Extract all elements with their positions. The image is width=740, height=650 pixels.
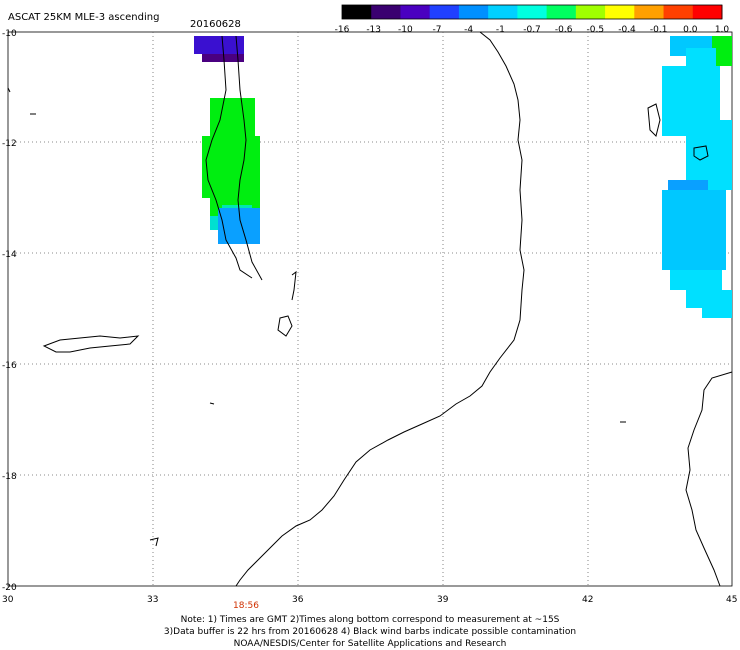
colorbar-segment bbox=[663, 5, 694, 19]
y-tick-label: -16 bbox=[2, 361, 17, 371]
colorbar-label: -16 bbox=[335, 25, 350, 35]
colorbar-segment bbox=[575, 5, 606, 19]
data-cell bbox=[210, 98, 255, 136]
colorbar-segment bbox=[605, 5, 635, 19]
colorbar-label: -0.7 bbox=[523, 25, 541, 35]
colorbar-label: -0.1 bbox=[650, 25, 668, 35]
data-cell bbox=[686, 290, 732, 308]
colorbar-label: -0.5 bbox=[587, 25, 605, 35]
river-shire bbox=[291, 270, 297, 301]
x-tick-label: 39 bbox=[437, 595, 449, 605]
colorbar-label: -13 bbox=[366, 25, 381, 35]
y-tick-label: -10 bbox=[2, 29, 17, 39]
y-tick-label: -20 bbox=[2, 583, 17, 593]
swath-east bbox=[662, 36, 732, 318]
x-axis-labels: 30 33 36 39 42 45 bbox=[2, 595, 737, 605]
lake-kariba bbox=[42, 335, 140, 353]
x-tick-label: 36 bbox=[292, 595, 304, 605]
comoros-island bbox=[647, 103, 661, 137]
madagascar-coastline bbox=[685, 371, 733, 587]
x-tick-label: 33 bbox=[147, 595, 158, 605]
data-cell bbox=[702, 306, 732, 318]
colorbar-label: -10 bbox=[398, 25, 413, 35]
map-title: ASCAT 25KM MLE-3 ascending bbox=[8, 12, 159, 23]
x-tick-label: 42 bbox=[582, 595, 593, 605]
colorbar-label: -7 bbox=[433, 25, 442, 35]
colorbar-label: 1.0 bbox=[715, 25, 730, 35]
colorbar-segment bbox=[488, 5, 518, 19]
footnote-line-2: 3)Data buffer is 22 hrs from 20160628 4)… bbox=[163, 627, 577, 637]
data-cell bbox=[202, 54, 244, 62]
y-tick-label: -14 bbox=[2, 250, 17, 260]
x-tick-label: 45 bbox=[726, 595, 737, 605]
data-cell bbox=[686, 120, 732, 190]
data-cell bbox=[202, 136, 260, 198]
data-cell bbox=[668, 180, 708, 192]
footnote-line-1: Note: 1) Times are GMT 2)Times along bot… bbox=[180, 615, 560, 625]
lake-chilwa bbox=[277, 315, 293, 337]
africa-coastline bbox=[235, 31, 525, 587]
colorbar-label: -0.4 bbox=[618, 25, 636, 35]
y-tick-label: -12 bbox=[2, 139, 17, 149]
colorbar-label: -4 bbox=[464, 25, 473, 35]
mayotte-island bbox=[693, 145, 709, 161]
colorbar-label: 0.0 bbox=[683, 25, 698, 35]
colorbar-segment bbox=[429, 5, 460, 19]
coastlines bbox=[7, 31, 733, 587]
map-date: 20160628 bbox=[190, 19, 241, 30]
data-cell bbox=[712, 36, 732, 66]
footnote-line-3: NOAA/NESDIS/Center for Satellite Applica… bbox=[233, 639, 507, 649]
map-mark bbox=[209, 402, 215, 405]
plot-frame bbox=[7, 31, 733, 587]
data-cell bbox=[670, 270, 722, 290]
colorbar-segment bbox=[342, 5, 372, 19]
colorbar-segment bbox=[634, 5, 665, 19]
data-cell bbox=[194, 36, 244, 54]
data-cell bbox=[686, 48, 716, 66]
colorbar-segment bbox=[458, 5, 489, 19]
colorbar-label: -1 bbox=[496, 25, 505, 35]
swath-west bbox=[194, 36, 260, 244]
y-axis-labels: -10 -12 -14 -16 -18 -20 bbox=[2, 29, 17, 593]
grid bbox=[8, 32, 732, 586]
y-tick-label: -18 bbox=[2, 472, 17, 482]
map-mark bbox=[149, 537, 159, 547]
lake-malawi-west-shore bbox=[205, 35, 253, 279]
colorbar: -16 -13 -10 -7 -4 -1 -0.7 -0.6 -0.5 -0.4 -0.1 0.0 1.… bbox=[335, 4, 730, 35]
x-tick-label: 30 bbox=[2, 595, 14, 605]
map-mark bbox=[7, 87, 11, 93]
colorbar-label: -0.6 bbox=[555, 25, 573, 35]
colorbar-segment bbox=[546, 5, 577, 19]
colorbar-segment bbox=[371, 5, 401, 19]
colorbar-segment bbox=[692, 5, 723, 19]
colorbar-frame bbox=[341, 4, 723, 20]
pass-time-label: 18:56 bbox=[233, 601, 259, 611]
lake-malawi-east-shore bbox=[235, 35, 263, 281]
colorbar-segment bbox=[400, 5, 431, 19]
colorbar-segment bbox=[517, 5, 548, 19]
data-cell bbox=[662, 190, 726, 270]
